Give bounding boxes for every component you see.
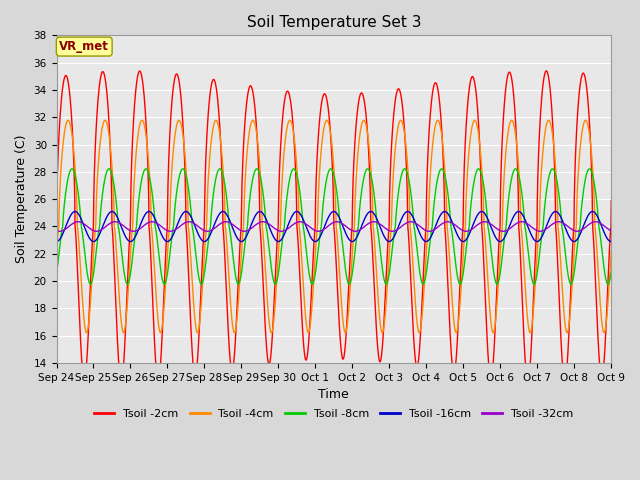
Y-axis label: Soil Temperature (C): Soil Temperature (C) [15,135,28,264]
Tsoil -4cm [564,328,572,334]
Line: Tsoil -32cm: Tsoil -32cm [56,222,640,231]
Tsoil -16cm [71,209,79,215]
Tsoil -8cm [52,271,60,276]
Tsoil -32cm [112,219,120,225]
Title: Soil Temperature Set 3: Soil Temperature Set 3 [246,15,421,30]
Tsoil -2cm [543,68,550,74]
Tsoil -4cm [52,252,60,257]
Tsoil -32cm [564,224,572,229]
Tsoil -16cm [112,212,120,217]
Tsoil -2cm [52,224,60,229]
Tsoil -16cm [52,239,60,244]
Tsoil -2cm [636,364,640,370]
Tsoil -4cm [112,240,120,246]
Tsoil -4cm [637,330,640,336]
Tsoil -32cm [52,228,60,233]
Tsoil -2cm [239,144,247,149]
Tsoil -4cm [636,326,640,332]
Tsoil -8cm [531,281,538,287]
Tsoil -8cm [636,254,640,260]
Tsoil -8cm [388,246,396,252]
Tsoil -16cm [564,232,572,238]
Tsoil -8cm [68,166,76,172]
Line: Tsoil -16cm: Tsoil -16cm [56,212,640,241]
Tsoil -2cm [564,341,572,347]
Tsoil -2cm [112,296,120,301]
Tsoil -4cm [239,224,247,230]
Tsoil -16cm [388,237,396,242]
Tsoil -2cm [388,132,396,138]
Line: Tsoil -2cm: Tsoil -2cm [56,71,640,382]
Tsoil -32cm [636,222,640,228]
Legend: Tsoil -2cm, Tsoil -4cm, Tsoil -8cm, Tsoil -16cm, Tsoil -32cm: Tsoil -2cm, Tsoil -4cm, Tsoil -8cm, Tsoi… [90,404,578,423]
Line: Tsoil -8cm: Tsoil -8cm [56,169,640,284]
Tsoil -2cm [531,265,538,271]
Tsoil -4cm [64,118,72,123]
Tsoil -16cm [239,238,247,243]
Text: VR_met: VR_met [60,40,109,53]
Tsoil -16cm [531,238,538,243]
Tsoil -32cm [388,228,396,234]
Tsoil -32cm [628,219,636,225]
Tsoil -32cm [531,227,538,232]
Tsoil -32cm [56,228,63,234]
Tsoil -8cm [564,272,572,278]
Tsoil -16cm [636,226,640,232]
Tsoil -4cm [388,195,396,201]
X-axis label: Time: Time [318,388,349,401]
Line: Tsoil -4cm: Tsoil -4cm [56,120,640,333]
Tsoil -32cm [239,228,247,234]
Tsoil -4cm [531,290,538,296]
Tsoil -2cm [117,379,125,385]
Tsoil -8cm [239,254,247,260]
Tsoil -8cm [112,196,120,202]
